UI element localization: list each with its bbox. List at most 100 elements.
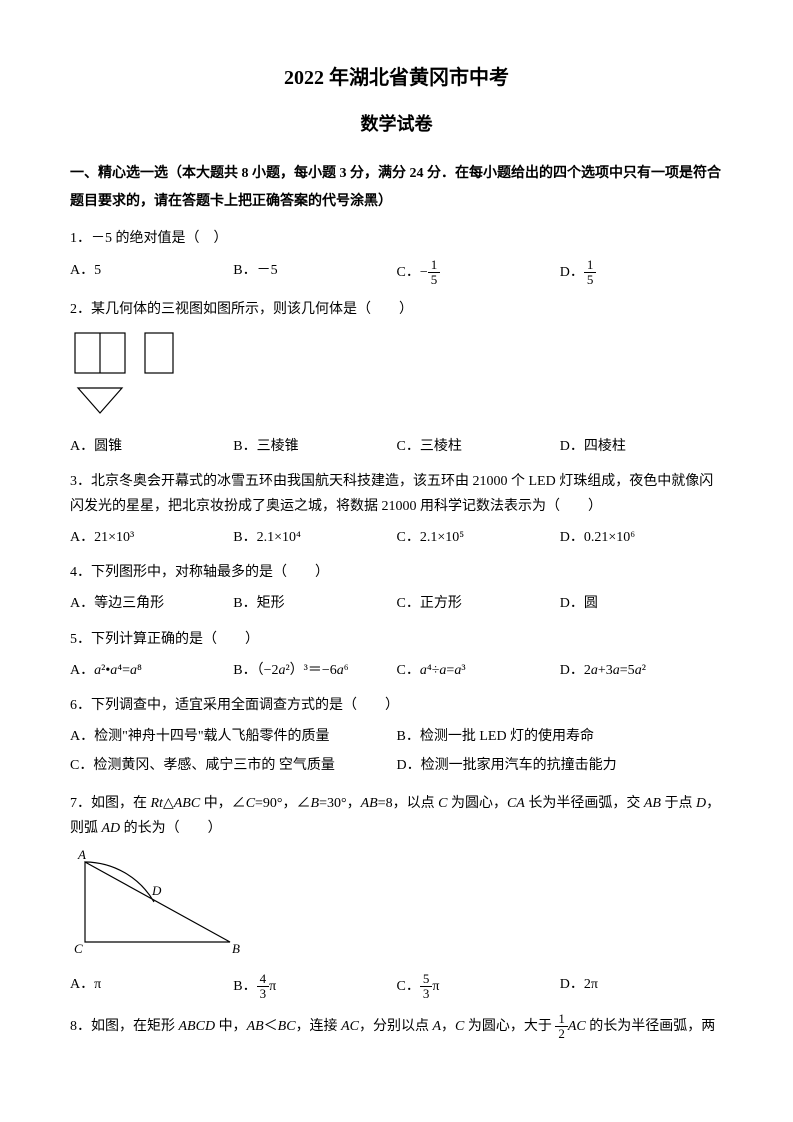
q8-frac: 12 [555,1012,568,1042]
q1-d-frac: 15 [584,258,597,288]
q7-options: A．π B．43π C．53π D．2π [70,972,723,1002]
q2-three-views [70,328,210,418]
q7-t17: 于点 [661,796,696,811]
q2-opt-c: C．三棱柱 [397,434,560,459]
q6-opt-a: A．检测"神舟十四号"载人飞船零件的质量 [70,724,397,749]
q5-c-math2: a [439,663,446,678]
q1-d-num: 1 [584,258,597,273]
q1-c-neg: − [420,265,428,280]
q4-opt-d: D．圆 [560,591,723,616]
q1-opt-b: B．－5 [233,258,396,288]
q7-label-a: A [77,847,86,862]
q8-t4: AB [247,1019,264,1034]
q7-b-suf: π [269,979,276,994]
q7-c-num: 5 [420,972,433,987]
question-1: 1．－5 的绝对值是（ ） A．5 B．－5 C．−15 D．15 [70,226,723,287]
q6-text: 6．下列调查中，适宜采用全面调查方式的是（ ） [70,693,723,718]
q1-c-prefix: C． [397,265,420,280]
q7-t21: 的长为（ ） [120,821,222,836]
section-1-header: 一、精心选一选（本大题共 8 小题，每小题 3 分，满分 24 分．在每小题给出… [70,160,723,216]
q8-t8: AC [341,1019,359,1034]
q7-b-frac: 43 [257,972,270,1002]
question-3: 3．北京冬奥会开幕式的冰雪五环由我国航天科技建造，该五环由 21000 个 LE… [70,469,723,551]
q7-label-d: D [151,883,162,898]
q6-options: A．检测"神舟十四号"载人飞船零件的质量 B．检测一批 LED 灯的使用寿命 C… [70,724,723,782]
q3-opt-d: D．0.21×10⁶ [560,525,723,550]
q5-d-pre: D．2 [560,663,591,678]
q8-t10: A [432,1019,441,1034]
q7-t6: C [246,796,255,811]
q5-b-math: a [278,663,285,678]
q5-c-math: a [420,663,427,678]
q1-c-frac: 15 [428,258,441,288]
q5-options: A．a²•a⁴=a⁸ B．（−2a²）³＝−6a⁶ C．a⁴÷a=a³ D．2a… [70,658,723,683]
q5-c-math3: a [454,663,461,678]
q3-opt-b: B．2.1×10⁴ [233,525,396,550]
q3-opt-a: A．21×10³ [70,525,233,550]
q8-t12: C [455,1019,464,1034]
q7-t14: CA [507,796,525,811]
q5-a-pre: A． [70,663,94,678]
q8-t6: BC [278,1019,296,1034]
q2-opt-b: B．三棱锥 [233,434,396,459]
q1-d-den: 5 [584,273,597,287]
q5-opt-b: B．（−2a²）³＝−6a⁶ [233,658,396,683]
q8-t3: 中， [215,1019,247,1034]
q7-t7: =90°，∠ [255,796,311,811]
q7-t18: D [696,796,706,811]
q4-opt-a: A．等边三角形 [70,591,233,616]
q7-opt-c: C．53π [397,972,560,1002]
q3-opt-c: C．2.1×10⁵ [397,525,560,550]
q7-c-frac: 53 [420,972,433,1002]
q8-t11: ， [441,1019,455,1034]
q7-text: 7．如图，在 Rt△ABC 中，∠C=90°，∠B=30°，AB=8，以点 C … [70,791,723,841]
q5-d-math2: a [613,663,620,678]
q7-t15: 长为半径画弧，交 [525,796,644,811]
q7-c-pre: C． [397,979,420,994]
q7-opt-b: B．43π [233,972,396,1002]
q8-den: 2 [555,1027,568,1041]
q1-text: 1．－5 的绝对值是（ ） [70,226,723,251]
q8-t1: 8．如图，在矩形 [70,1019,179,1034]
q7-t2: Rt [151,796,163,811]
q2-options: A．圆锥 B．三棱锥 C．三棱柱 D．四棱柱 [70,434,723,459]
q5-a-math3: a [130,663,137,678]
q1-opt-a: A．5 [70,258,233,288]
q7-t3: △ [163,796,174,811]
q1-opt-c: C．−15 [397,258,560,288]
q8-t9: ，分别以点 [359,1019,433,1034]
q7-figure: A C B D [70,847,723,966]
question-6: 6．下列调查中，适宜采用全面调查方式的是（ ） A．检测"神舟十四号"载人飞船零… [70,693,723,783]
q3-options: A．21×10³ B．2.1×10⁴ C．2.1×10⁵ D．0.21×10⁶ [70,525,723,550]
q7-opt-a: A．π [70,972,233,1002]
q8-num: 1 [555,1012,568,1027]
q5-d-math: a [591,663,598,678]
q4-opt-c: C．正方形 [397,591,560,616]
q7-t10: AB [361,796,378,811]
q1-c-num: 1 [428,258,441,273]
q4-opt-b: B．矩形 [233,591,396,616]
q7-t5: 中，∠ [200,796,246,811]
q5-a-math2: a [110,663,117,678]
q7-t4: ABC [174,796,200,811]
q5-a-math: a [94,663,101,678]
q7-t8: B [311,796,320,811]
q7-t1: 7．如图，在 [70,796,151,811]
q7-t9: =30°， [319,796,361,811]
q5-c-pre: C． [397,663,420,678]
question-4: 4．下列图形中，对称轴最多的是（ ） A．等边三角形 B．矩形 C．正方形 D．… [70,560,723,616]
q1-opt-d: D．15 [560,258,723,288]
q8-t5: ＜ [264,1019,278,1034]
q7-t16: AB [644,796,661,811]
q8-t14: AC [568,1019,586,1034]
q5-b-pre: B．（−2 [233,663,278,678]
q2-figure [70,328,723,427]
q5-opt-a: A．a²•a⁴=a⁸ [70,658,233,683]
q5-opt-c: C．a⁴÷a=a³ [397,658,560,683]
q4-options: A．等边三角形 B．矩形 C．正方形 D．圆 [70,591,723,616]
q7-triangle: A C B D [70,847,250,957]
q7-label-b: B [232,941,240,956]
q7-b-pre: B． [233,979,256,994]
q1-c-den: 5 [428,273,441,287]
q6-opt-c: C．检测黄冈、孝感、咸宁三市的 空气质量 [70,753,397,778]
